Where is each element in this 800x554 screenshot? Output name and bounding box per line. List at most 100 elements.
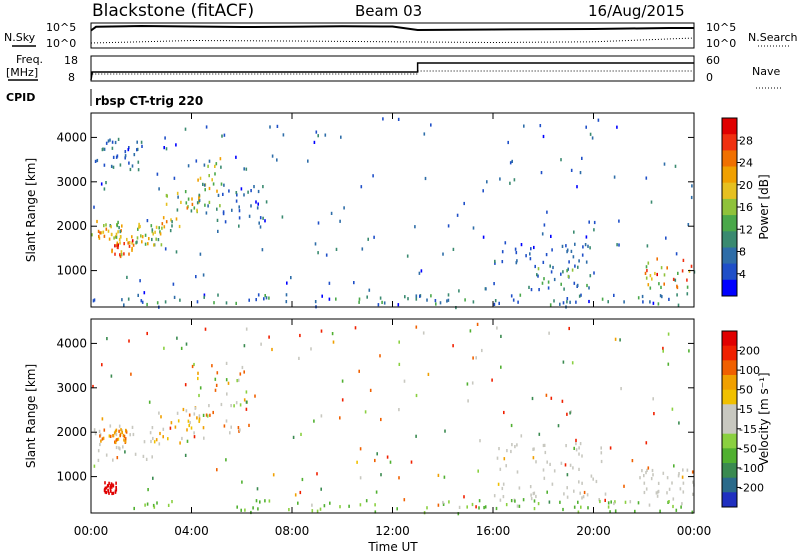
velocity-point <box>107 483 109 488</box>
power-point <box>128 241 131 245</box>
velocity-point <box>570 410 572 414</box>
date-title: 16/Aug/2015 <box>588 2 685 20</box>
power-point <box>651 277 653 281</box>
velocity-point <box>530 493 532 497</box>
velocity-point <box>478 506 480 510</box>
velocity-point <box>223 424 226 428</box>
power-point <box>674 278 677 282</box>
velocity-point <box>359 447 362 451</box>
power-point <box>136 147 139 151</box>
power-point <box>580 293 582 297</box>
power-point <box>550 234 552 238</box>
velocity-point <box>233 404 235 408</box>
power-point <box>220 165 222 169</box>
power-point <box>105 227 108 231</box>
velocity-ytick-label: 3000 <box>56 381 87 395</box>
power-colorbar-tick-label: 20 <box>739 179 753 192</box>
velocity-point <box>549 462 551 466</box>
power-point <box>574 264 576 268</box>
power-point <box>118 237 121 242</box>
power-point <box>208 186 211 191</box>
velocity-point <box>237 378 240 382</box>
velocity-point <box>101 417 104 421</box>
velocity-point <box>227 381 230 385</box>
velocity-point <box>692 492 694 496</box>
cpid-label: CPID <box>6 91 35 104</box>
power-point <box>407 297 409 301</box>
velocity-point <box>92 384 94 389</box>
velocity-point <box>498 447 500 451</box>
power-point <box>546 210 548 214</box>
power-point <box>482 189 484 193</box>
power-point <box>541 232 544 236</box>
power-ytick-label: 1000 <box>56 264 87 278</box>
velocity-point <box>643 490 646 495</box>
power-point <box>269 125 271 129</box>
velocity-point <box>672 504 674 509</box>
velocity-point <box>115 488 118 492</box>
velocity-point <box>600 446 602 450</box>
power-point <box>563 287 565 291</box>
velocity-point <box>130 372 132 376</box>
velocity-point <box>98 429 101 433</box>
power-point <box>113 236 115 240</box>
velocity-point <box>667 500 669 504</box>
power-point <box>566 250 568 254</box>
velocity-point <box>245 327 248 331</box>
velocity-point <box>518 486 521 490</box>
power-point <box>686 285 689 289</box>
velocity-point <box>225 361 228 365</box>
power-point <box>238 205 240 209</box>
velocity-point <box>256 487 259 491</box>
power-point <box>193 206 196 210</box>
velocity-ytick-label: 2000 <box>56 425 87 439</box>
power-point <box>220 182 223 186</box>
power-point <box>140 140 143 144</box>
velocity-point <box>209 413 211 417</box>
power-point <box>645 176 648 180</box>
power-point <box>559 302 561 306</box>
power-point <box>589 246 591 250</box>
power-point <box>472 226 475 230</box>
power-point <box>668 297 670 301</box>
power-colorbar-label: Power [dB] <box>757 174 771 239</box>
power-point <box>397 303 400 307</box>
velocity-point <box>514 499 516 503</box>
noise-right-tick-low: 10^0 <box>706 37 736 50</box>
velocity-point <box>396 507 398 511</box>
velocity-point <box>666 491 668 495</box>
velocity-point <box>604 492 607 496</box>
velocity-point <box>331 332 334 336</box>
velocity-point <box>332 340 335 344</box>
power-point <box>530 288 533 292</box>
noise-right-label: N.Search <box>748 31 798 44</box>
power-point <box>576 185 578 189</box>
power-point <box>175 217 178 221</box>
power-point <box>656 257 658 261</box>
velocity-point <box>248 423 250 427</box>
velocity-point <box>610 500 612 504</box>
power-point <box>463 201 465 206</box>
velocity-point <box>288 508 290 512</box>
velocity-point <box>169 426 172 430</box>
power-point <box>285 293 288 297</box>
power-point <box>691 184 693 188</box>
velocity-point <box>533 499 536 503</box>
velocity-point <box>151 426 154 430</box>
velocity-colorbar-band <box>722 375 737 391</box>
power-point <box>211 178 213 182</box>
power-point <box>426 298 428 302</box>
power-point <box>102 230 105 234</box>
power-point <box>511 159 513 163</box>
velocity-point <box>134 452 137 456</box>
velocity-point <box>189 421 191 425</box>
velocity-point <box>152 476 154 480</box>
velocity-point <box>579 442 582 446</box>
velocity-point <box>561 399 564 403</box>
power-point <box>676 293 678 297</box>
power-point <box>126 275 128 279</box>
freq-tick-high: 18 <box>64 54 78 67</box>
power-point <box>236 193 238 197</box>
velocity-ytick-label: 1000 <box>56 470 87 484</box>
power-point <box>152 232 154 236</box>
